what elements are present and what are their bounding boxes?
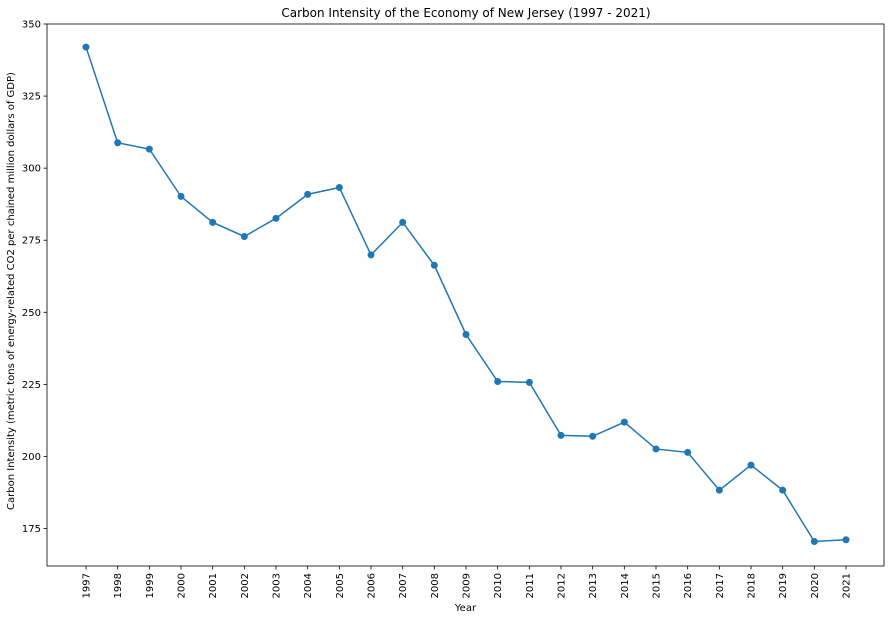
x-tick-label: 2013 (588, 573, 599, 598)
data-point-2015 (652, 445, 660, 453)
y-tick-label: 175 (22, 524, 41, 535)
y-tick-label: 200 (22, 452, 41, 463)
data-point-2016 (684, 448, 692, 456)
x-tick-label: 2001 (208, 573, 219, 598)
x-tick-label: 2003 (272, 573, 283, 598)
x-tick-label: 2002 (240, 573, 251, 598)
data-point-2011 (525, 378, 533, 386)
data-point-2000 (177, 192, 185, 200)
x-tick-label: 2011 (525, 573, 536, 598)
data-point-2012 (557, 431, 565, 439)
y-tick-label: 225 (22, 380, 41, 391)
data-point-2005 (335, 183, 343, 191)
data-point-2017 (715, 486, 723, 494)
data-point-2007 (399, 218, 407, 226)
y-tick-label: 325 (22, 92, 41, 103)
data-point-2020 (810, 537, 818, 545)
x-tick-label: 2006 (367, 573, 378, 598)
x-tick-label: 2012 (557, 573, 568, 598)
x-tick-label: 2009 (462, 573, 473, 598)
x-tick-label: 2005 (335, 573, 346, 598)
x-tick-label: 2007 (398, 573, 409, 598)
data-point-2018 (747, 461, 755, 469)
y-tick-label: 350 (22, 20, 41, 31)
data-point-2001 (209, 218, 217, 226)
data-point-2009 (462, 330, 470, 338)
plot-frame (46, 23, 885, 567)
x-tick-label: 2018 (747, 573, 758, 598)
data-point-2019 (779, 486, 787, 494)
x-tick-label: 2020 (810, 573, 821, 598)
data-point-2003 (272, 214, 280, 222)
x-tick-label: 2019 (778, 573, 789, 598)
x-tick-label: 2008 (430, 573, 441, 598)
y-tick-label: 250 (22, 308, 41, 319)
data-point-2013 (589, 432, 597, 440)
x-tick-label: 2015 (652, 573, 663, 598)
data-point-2010 (494, 377, 502, 385)
data-point-2014 (620, 418, 628, 426)
x-tick-label: 1999 (145, 573, 156, 598)
plot-area (82, 43, 850, 545)
y-tick-label: 300 (22, 164, 41, 175)
data-point-1999 (145, 145, 153, 153)
data-point-2021 (842, 536, 850, 544)
chart-title: Carbon Intensity of the Economy of New J… (281, 6, 650, 20)
x-tick-label: 2010 (493, 573, 504, 598)
x-tick-label: 2004 (303, 573, 314, 598)
data-point-2002 (240, 232, 248, 240)
data-point-2006 (367, 251, 375, 259)
x-tick-label: 1998 (113, 573, 124, 598)
x-tick-label: 1997 (82, 573, 93, 598)
data-point-2004 (304, 190, 312, 198)
x-tick-label: 2017 (715, 573, 726, 598)
x-axis-label: Year (454, 603, 477, 614)
data-point-1997 (82, 43, 90, 51)
y-tick-label: 275 (22, 236, 41, 247)
x-tick-label: 2000 (177, 573, 188, 598)
y-axis-label: Carbon Intensity (metric tons of energy-… (6, 72, 17, 510)
data-point-2008 (430, 261, 438, 269)
data-point-1998 (114, 139, 122, 147)
x-tick-label: 2014 (620, 573, 631, 598)
x-tick-label: 2021 (842, 573, 853, 598)
x-tick-label: 2016 (683, 573, 694, 598)
